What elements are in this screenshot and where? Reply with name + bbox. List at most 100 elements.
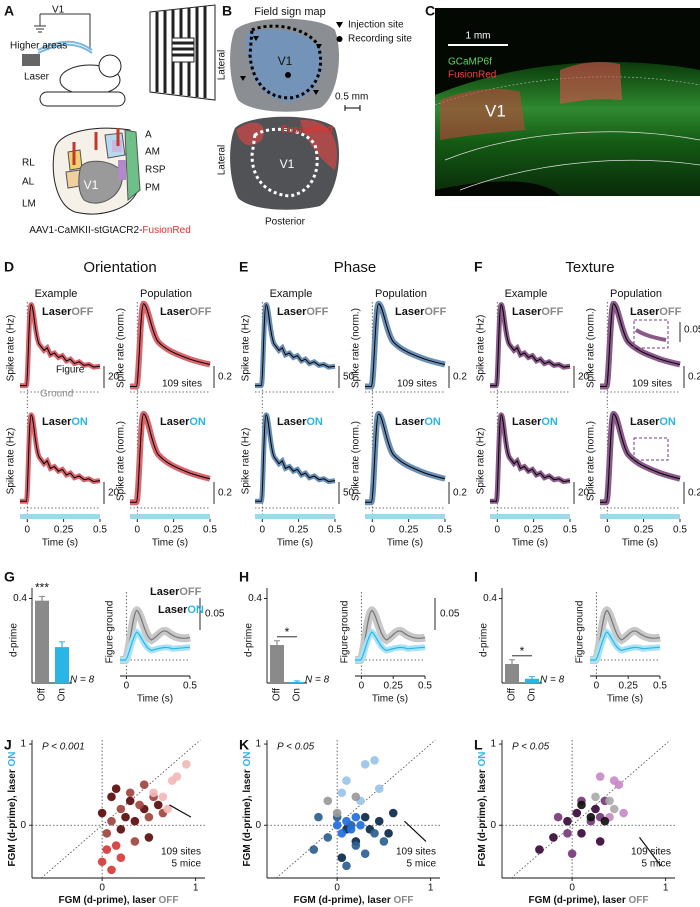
y-tick-label: 0	[20, 820, 26, 831]
text-part: OFF	[189, 306, 211, 318]
text-part: FGM (d-prime), laser	[528, 895, 628, 906]
y-axis-label: Figure-ground	[575, 601, 586, 664]
title: Field sign map	[254, 6, 326, 18]
point	[116, 853, 126, 863]
text-part: Laser	[160, 416, 190, 428]
panel-label: J	[4, 737, 12, 753]
text-part: OFF	[629, 895, 649, 906]
point	[356, 820, 365, 830]
scale-label: 0.05	[440, 609, 460, 620]
point	[370, 829, 379, 838]
laser-label: LaserON	[277, 416, 323, 428]
point	[549, 833, 558, 842]
text-part: FGM (d-prime), laser	[477, 766, 488, 866]
point	[172, 772, 182, 781]
point	[130, 837, 140, 846]
subpanel-title: Example	[270, 288, 313, 300]
point	[107, 792, 116, 802]
arrow	[169, 804, 192, 818]
x-tick-label: 0.25	[399, 525, 419, 536]
text-part: OFF	[659, 306, 681, 318]
point	[144, 812, 154, 822]
sites-label: 109 sites	[632, 379, 672, 390]
text-part: ON	[71, 416, 88, 428]
point	[595, 837, 605, 846]
bar	[55, 647, 69, 683]
laser-label: LaserOFF	[160, 306, 212, 318]
x-tick-label: 0.5	[438, 525, 452, 536]
sites-label: 109 sites	[397, 379, 437, 390]
point	[158, 792, 168, 802]
label: V1	[278, 54, 293, 68]
laser-label: LaserON	[630, 416, 676, 428]
x-axis-label: Time (s)	[152, 538, 188, 549]
panel-a: A V1 Higher areas Laser A AM RSP PM RL A…	[4, 3, 216, 236]
point	[351, 792, 361, 802]
y-tick-label: 0.4	[13, 593, 27, 604]
laser-label: LaserOFF	[630, 306, 682, 318]
panel-label: L	[474, 737, 483, 753]
significance: *	[520, 644, 525, 658]
x-tick-label: 0.5	[328, 525, 342, 536]
scale-label: 0.2	[453, 488, 467, 499]
x-tick-label: 0	[594, 681, 600, 692]
label: Lateral	[217, 145, 228, 176]
trace-label: Figure	[56, 365, 85, 376]
point	[577, 829, 586, 838]
point	[130, 816, 140, 826]
x-tick-label: 0	[124, 681, 130, 692]
scale-label: 20	[578, 488, 590, 499]
column-title: Phase	[334, 259, 377, 276]
y-axis-label: Spike rate (Hz)	[6, 315, 17, 382]
bar	[505, 664, 519, 683]
x-tick-label: 0.5	[203, 525, 217, 536]
text-part: Laser	[630, 416, 660, 428]
x-tick-label: 0	[494, 525, 500, 536]
y-axis-label: d-prime	[479, 623, 490, 657]
monitor	[149, 4, 216, 101]
point	[125, 788, 135, 798]
point	[332, 820, 342, 830]
x-tick-label: 0.5	[93, 525, 107, 536]
y-axis-label: Spike rate (Hz)	[476, 315, 487, 382]
legend-label: LaserON	[158, 604, 204, 616]
point	[139, 780, 149, 789]
x-tick-label: 0.25	[164, 525, 184, 536]
text-part: Laser	[158, 604, 188, 616]
text-part: Laser	[512, 416, 542, 428]
stimulus-bar	[365, 514, 445, 519]
point	[591, 804, 600, 814]
point	[370, 755, 379, 765]
point	[181, 760, 191, 769]
point	[586, 812, 596, 822]
x-tick-label: 1	[663, 883, 669, 894]
y-axis-label: FGM (d-prime), laser ON	[7, 751, 18, 866]
point	[125, 796, 135, 806]
text-part: ON	[477, 751, 488, 766]
text-part: FGM (d-prime), laser	[58, 895, 158, 906]
point	[351, 812, 361, 822]
subpanel-title: Population	[140, 288, 192, 300]
stimulus-bar	[490, 514, 570, 519]
area-label: V1	[84, 178, 99, 192]
laser-label: LaserON	[42, 416, 88, 428]
sites-label: 109 sites	[161, 847, 201, 858]
x-tick-label: 0.5	[418, 681, 432, 692]
x-tick-label: 0.25	[634, 525, 654, 536]
text-part: OFF	[71, 306, 93, 318]
x-axis-label: Time (s)	[607, 694, 643, 705]
point	[609, 804, 619, 814]
x-tick-label: 1	[193, 883, 199, 894]
text-part: Laser	[42, 416, 72, 428]
label: V1	[52, 5, 65, 16]
x-tick-label: Off	[272, 688, 283, 701]
area-label: RSP	[145, 165, 166, 176]
x-axis-label: Time (s)	[622, 538, 658, 549]
text-part: Laser	[512, 306, 542, 318]
legend-label: Recording site	[348, 34, 412, 45]
sites-label: 109 sites	[162, 379, 202, 390]
label: V1	[280, 157, 295, 171]
label: FusionRed	[448, 70, 496, 81]
y-axis-label: Spike rate (norm.)	[351, 421, 362, 501]
panel-b: B Field sign map V1 Lateral Injection si…	[217, 3, 413, 228]
